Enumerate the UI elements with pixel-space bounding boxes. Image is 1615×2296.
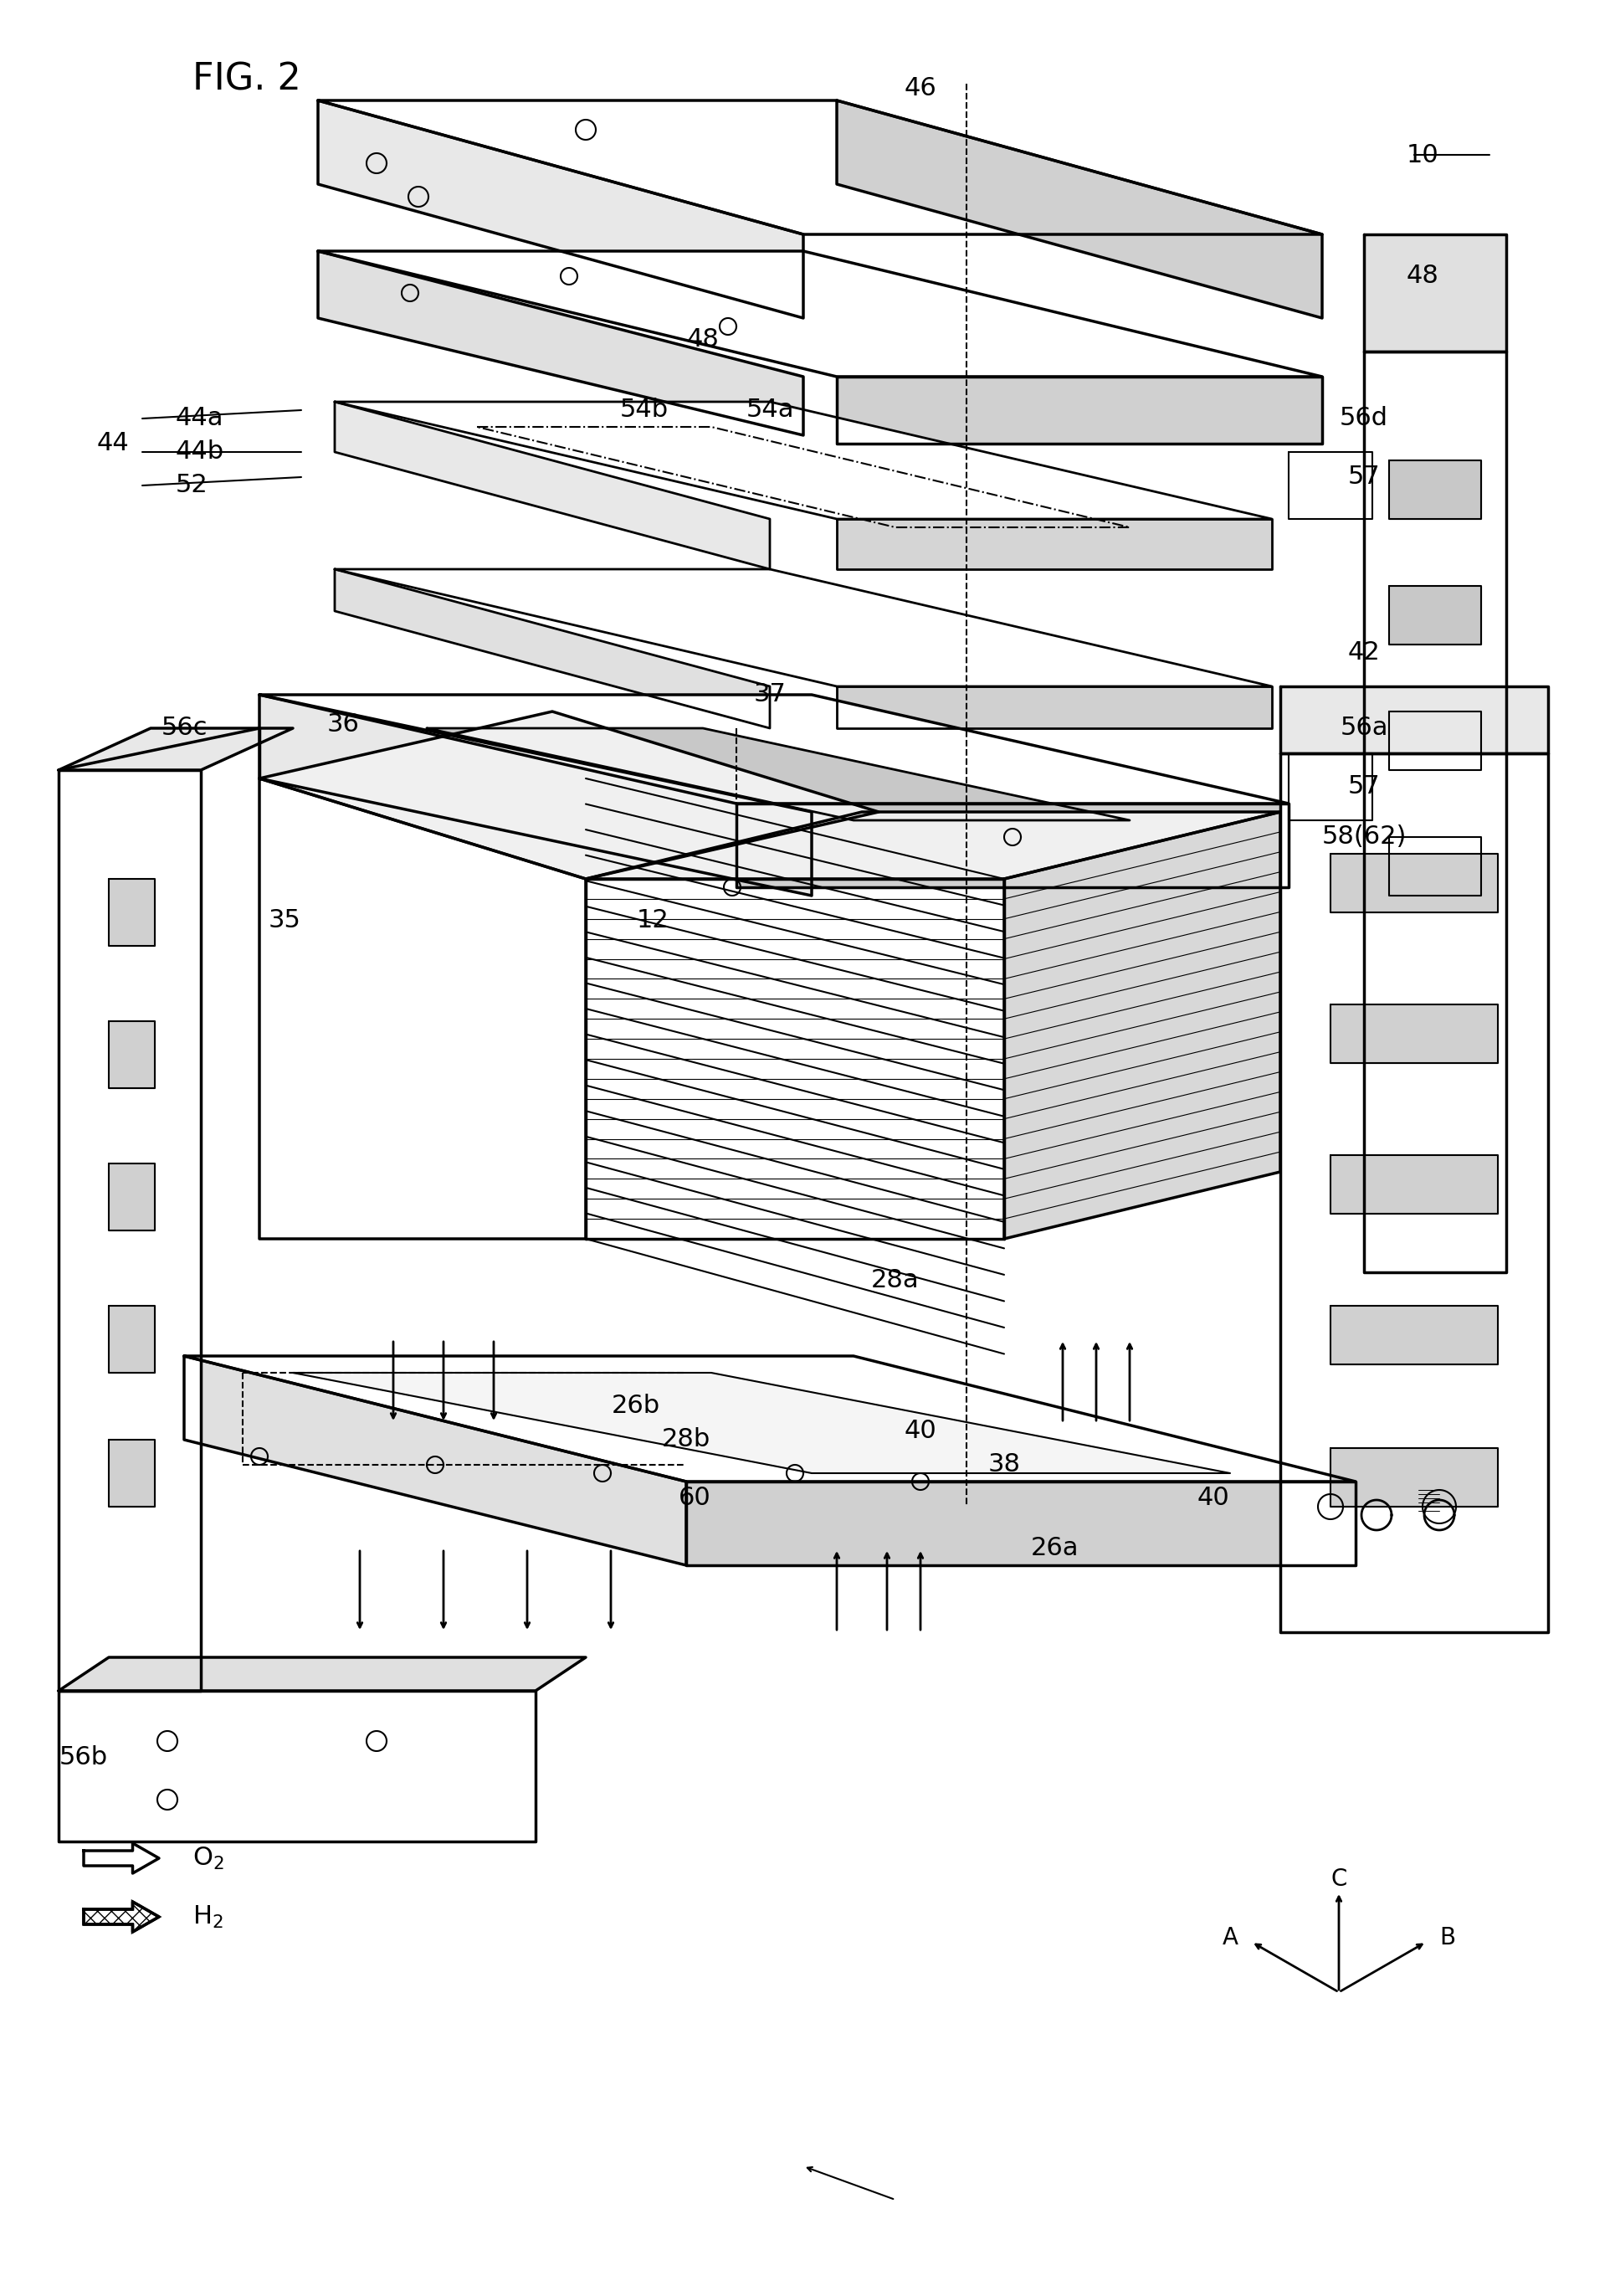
Polygon shape [260,778,586,1240]
Text: 56d: 56d [1340,406,1389,432]
Text: 28a: 28a [870,1267,919,1293]
Polygon shape [260,696,812,895]
Text: 44b: 44b [176,441,224,464]
Polygon shape [426,728,1129,820]
Text: A: A [1223,1926,1239,1949]
Polygon shape [586,813,1281,879]
Polygon shape [1365,234,1507,351]
Polygon shape [1331,1306,1497,1364]
Text: 37: 37 [754,682,787,707]
Polygon shape [318,101,1323,234]
Polygon shape [108,879,155,946]
Polygon shape [1365,351,1507,1272]
Text: B: B [1439,1926,1455,1949]
Polygon shape [837,687,1273,728]
Text: 57: 57 [1349,466,1381,489]
Text: 54b: 54b [620,397,669,422]
Text: 56b: 56b [60,1745,108,1770]
Polygon shape [837,377,1323,443]
Text: 10: 10 [1407,142,1439,168]
Polygon shape [1331,1003,1497,1063]
Polygon shape [58,1690,536,1841]
Text: H$_2$: H$_2$ [192,1903,223,1931]
Polygon shape [1005,813,1281,1240]
Polygon shape [292,1373,1231,1474]
Text: 56a: 56a [1340,716,1387,739]
Text: 48: 48 [1407,264,1439,289]
Text: 40: 40 [1197,1486,1229,1511]
Polygon shape [736,804,1289,886]
Polygon shape [108,1164,155,1231]
Polygon shape [837,519,1273,569]
Text: 35: 35 [268,909,300,932]
Polygon shape [108,1306,155,1373]
Polygon shape [84,1844,158,1874]
Polygon shape [108,1440,155,1506]
Text: 44: 44 [97,432,129,457]
Polygon shape [1289,452,1373,519]
Text: 26b: 26b [612,1394,661,1419]
Polygon shape [1281,687,1549,753]
Polygon shape [318,101,803,319]
Text: 46: 46 [904,76,937,101]
Text: 48: 48 [686,326,719,351]
Polygon shape [58,1658,586,1690]
Polygon shape [334,569,770,728]
Text: 57: 57 [1349,774,1381,799]
Polygon shape [1281,753,1549,1632]
Polygon shape [1389,838,1481,895]
Polygon shape [84,1901,158,1931]
Text: 60: 60 [678,1486,711,1511]
Polygon shape [318,250,803,436]
Polygon shape [334,569,1273,687]
Text: 26a: 26a [1030,1536,1079,1561]
Text: 12: 12 [636,909,669,932]
Polygon shape [184,1357,1355,1481]
Text: 44a: 44a [176,406,224,432]
Polygon shape [184,1357,686,1566]
Text: 38: 38 [988,1453,1021,1476]
Polygon shape [318,250,1323,377]
Polygon shape [260,712,879,879]
Polygon shape [1331,1449,1497,1506]
Polygon shape [686,1481,1355,1566]
Text: 28b: 28b [662,1428,711,1451]
Polygon shape [1389,585,1481,645]
Text: 52: 52 [176,473,208,498]
Text: 36: 36 [326,712,360,737]
Text: 56c: 56c [162,716,207,739]
Polygon shape [1389,712,1481,769]
Polygon shape [58,728,292,769]
Polygon shape [1389,461,1481,519]
Polygon shape [837,101,1323,319]
Polygon shape [58,769,200,1690]
Polygon shape [334,402,770,569]
Polygon shape [1331,854,1497,912]
Polygon shape [260,696,1289,804]
Text: 40: 40 [904,1419,937,1444]
Text: 58(62): 58(62) [1321,824,1407,850]
Polygon shape [334,402,1273,519]
Text: O$_2$: O$_2$ [192,1846,224,1871]
Polygon shape [1289,753,1373,820]
Text: FIG. 2: FIG. 2 [192,62,300,96]
Polygon shape [108,1022,155,1088]
Text: C: C [1331,1867,1347,1892]
Text: 42: 42 [1349,641,1381,666]
Polygon shape [1331,1155,1497,1215]
Text: 54a: 54a [746,397,795,422]
